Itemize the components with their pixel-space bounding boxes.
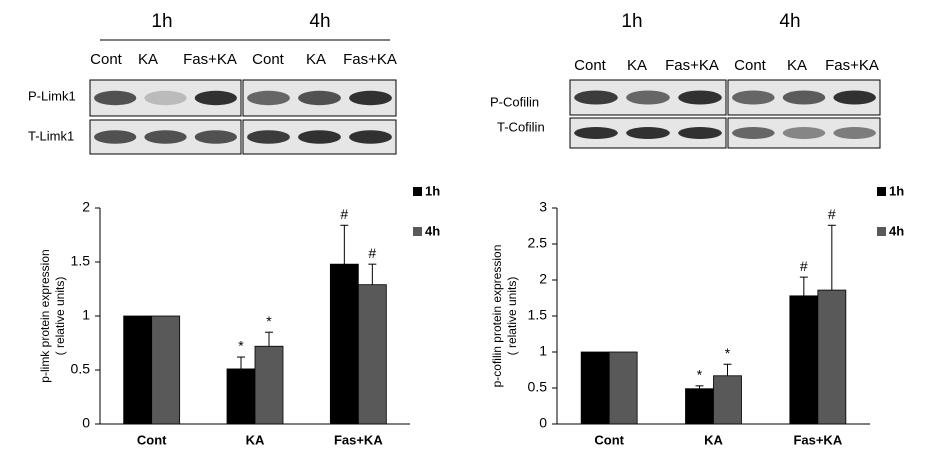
row-label: P-Limk1 [28, 88, 76, 103]
bar [580, 351, 610, 425]
row-label: T-Limk1 [28, 128, 74, 143]
band [144, 90, 187, 106]
band [782, 127, 826, 139]
band [833, 127, 876, 139]
bar [713, 375, 742, 425]
y-tick-label: 1.5 [71, 253, 91, 269]
band [247, 90, 290, 106]
lane-label: KA [138, 51, 158, 68]
y-axis-label: p-limk protein expression [38, 249, 52, 382]
band [782, 90, 826, 105]
band [94, 130, 137, 144]
x-tick-label: KA [704, 432, 723, 447]
band [144, 130, 187, 144]
legend-swatch [877, 227, 886, 236]
legend-label: 1h [425, 183, 440, 198]
y-axis-label: ( relative units) [53, 277, 67, 356]
band [247, 130, 290, 144]
row-label: P-Cofilin [490, 94, 539, 109]
annotation: # [800, 258, 808, 274]
legend-label: 4h [425, 223, 440, 238]
bar [151, 315, 181, 425]
lane-label: Fas+KA [665, 57, 719, 74]
band [626, 90, 670, 105]
annotation: # [368, 245, 376, 261]
y-tick-label: 1.5 [528, 307, 548, 323]
lane-label: KA [627, 57, 647, 74]
y-tick-label: 0.5 [71, 361, 91, 377]
band [732, 90, 775, 105]
annotation: * [266, 313, 272, 329]
bar [254, 345, 284, 425]
lane-label: Cont [90, 51, 123, 68]
band [194, 130, 237, 144]
bar [685, 388, 714, 425]
x-tick-label: Cont [137, 432, 167, 447]
bar [329, 263, 359, 425]
band [194, 90, 237, 106]
x-tick-label: KA [246, 432, 265, 447]
legend-swatch [877, 187, 886, 196]
y-tick-label: 2.5 [528, 235, 548, 251]
x-tick-label: Fas+KA [334, 432, 383, 447]
legend-swatch [413, 227, 422, 236]
bar [608, 351, 638, 425]
y-tick-label: 0 [82, 415, 90, 431]
time-label: 1h [151, 11, 172, 32]
lane-label: KA [787, 57, 807, 74]
y-tick-label: 2 [539, 271, 547, 287]
band [574, 127, 618, 139]
legend-swatch [413, 187, 422, 196]
band [349, 130, 392, 144]
bar [789, 295, 819, 425]
bar [123, 315, 153, 425]
lane-label: Cont [734, 57, 767, 74]
band [732, 127, 775, 139]
lane-label: Fas+KA [825, 57, 879, 74]
y-tick-label: 1 [539, 343, 547, 359]
annotation: * [725, 345, 731, 361]
bar [226, 368, 256, 425]
band [349, 90, 392, 106]
lane-label: Cont [252, 51, 285, 68]
band [298, 90, 341, 106]
annotation: * [697, 367, 703, 383]
y-axis-label: p-cofilin protein expression [490, 245, 504, 388]
y-axis-label: ( relative units) [505, 277, 519, 356]
x-tick-label: Cont [594, 432, 624, 447]
y-tick-label: 3 [539, 199, 547, 215]
band [574, 90, 618, 105]
band [678, 90, 722, 105]
bar [357, 284, 387, 425]
band [298, 130, 341, 144]
legend-label: 1h [889, 183, 904, 198]
lane-label: Fas+KA [183, 51, 237, 68]
lane-label: Cont [574, 57, 607, 74]
x-tick-label: Fas+KA [793, 432, 842, 447]
annotation: * [238, 338, 244, 354]
annotation: # [340, 206, 348, 222]
legend-label: 4h [889, 223, 904, 238]
y-tick-label: 0 [539, 415, 547, 431]
time-label: 4h [309, 11, 330, 32]
lane-label: Fas+KA [343, 51, 397, 68]
time-label: 1h [621, 11, 642, 32]
time-label: 4h [779, 11, 800, 32]
band [94, 90, 137, 106]
y-tick-label: 2 [82, 199, 90, 215]
y-tick-label: 0.5 [528, 379, 548, 395]
band [626, 127, 670, 139]
band [678, 127, 722, 139]
band [833, 90, 876, 105]
row-label: T-Cofilin [497, 119, 545, 134]
lane-label: KA [306, 51, 326, 68]
annotation: # [828, 206, 836, 222]
bar [817, 289, 847, 425]
y-tick-label: 1 [82, 307, 90, 323]
